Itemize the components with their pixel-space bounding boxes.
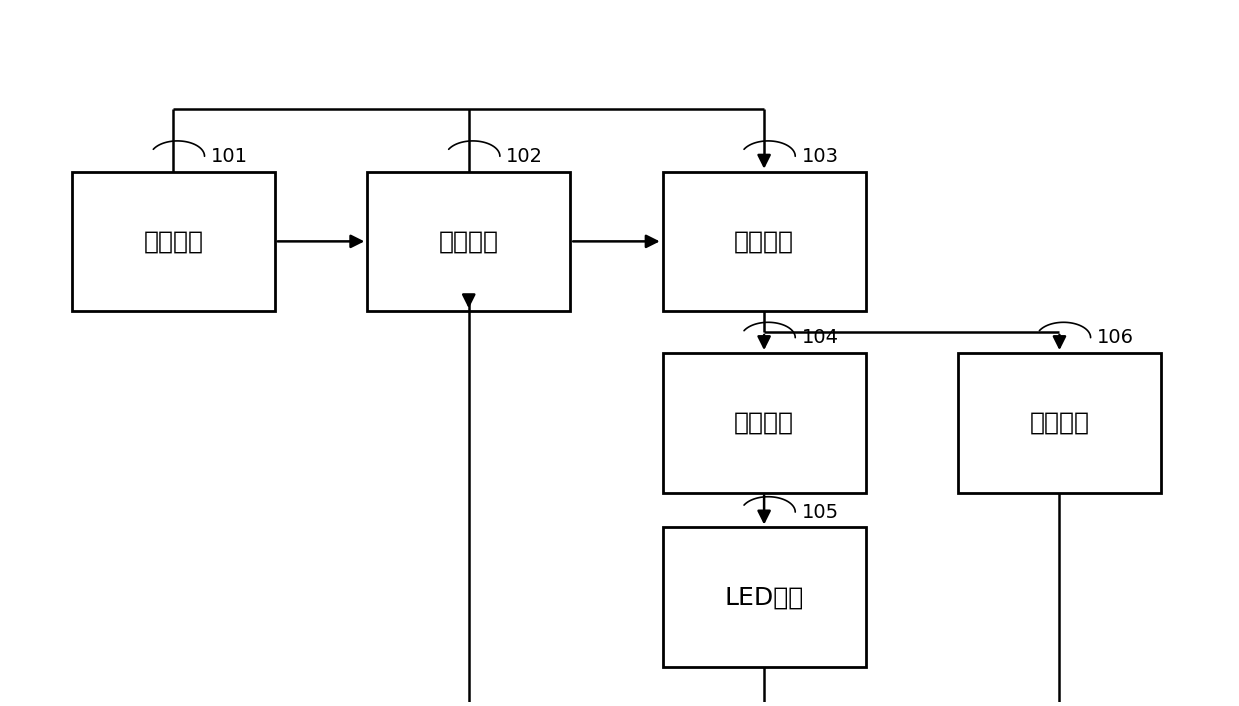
Text: 102: 102 (506, 147, 543, 166)
Text: 控制电路: 控制电路 (439, 229, 499, 253)
Bar (663, 353, 866, 493)
Text: LED负载: LED负载 (725, 585, 804, 609)
Text: 103: 103 (802, 147, 839, 166)
Text: 储能器件: 储能器件 (1030, 411, 1089, 435)
Text: 104: 104 (802, 328, 839, 347)
Text: 开关器件: 开关器件 (733, 229, 794, 253)
Text: 106: 106 (1097, 328, 1134, 347)
Text: 101: 101 (211, 147, 248, 166)
Bar (958, 353, 1161, 493)
Bar (663, 172, 866, 311)
Bar (663, 527, 866, 667)
Text: 105: 105 (802, 503, 839, 522)
Text: 输入电路: 输入电路 (144, 229, 203, 253)
Bar (367, 172, 570, 311)
Text: 驱动电路: 驱动电路 (733, 411, 794, 435)
Bar (72, 172, 275, 311)
